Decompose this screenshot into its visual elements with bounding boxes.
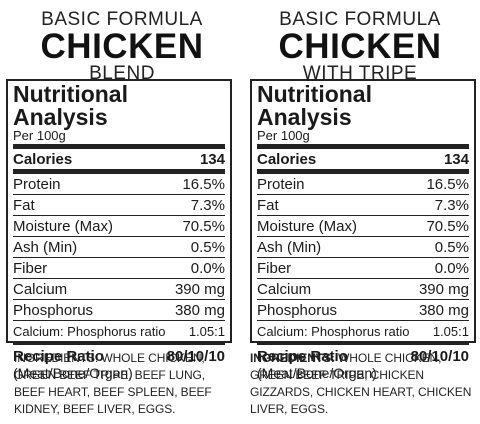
nutrient-value: 70.5% [182, 217, 225, 235]
calories-value: 134 [199, 150, 225, 168]
ingredients-label: INGREDIENTS: [14, 351, 99, 365]
nutrient-label: Calcium [257, 280, 312, 298]
nutrient-label: Calcium [13, 280, 68, 298]
nutrient-row: Moisture (Max) 70.5% [257, 216, 469, 237]
nutrient-value: 16.5% [182, 175, 225, 193]
product-subtitle: BASIC FORMULA [279, 9, 441, 30]
nutrient-row: Fiber 0.0% [13, 258, 225, 279]
recipe-ratio-row: Recipe Ratio 80/10/10 [257, 349, 469, 365]
recipe-ratio-value: 80/10/10 [166, 348, 225, 365]
calories-row: Calories 134 [257, 149, 469, 170]
nutrient-row: Ash (Min) 0.5% [13, 237, 225, 258]
divider [13, 144, 225, 149]
calories-label: Calories [13, 150, 73, 168]
product-subtitle: BASIC FORMULA [41, 9, 203, 30]
nutrient-value: 390 mg [418, 280, 469, 298]
product-card-chicken-with-tripe: BASIC FORMULA CHICKEN WITH TRIPE [244, 0, 476, 83]
ingredients-list: WHOLE CHICKEN, GREEN BEEF TRIPE, CHICKEN… [250, 351, 472, 416]
product-card-chicken-blend: BASIC FORMULA CHICKEN BLEND [6, 0, 238, 83]
nutrient-row: Moisture (Max) 70.5% [13, 216, 225, 237]
nutrient-label: Ash (Min) [257, 238, 322, 256]
nutrient-label: Protein [257, 175, 305, 193]
divider [257, 170, 469, 174]
calories-row: Calories 134 [13, 149, 225, 170]
product-variant: BLEND [89, 63, 155, 84]
nutrient-value: 0.0% [434, 259, 469, 277]
nutrient-row: Fiber 0.0% [257, 258, 469, 279]
recipe-ratio-sub: (Meat/Bone/Organ) [257, 365, 377, 381]
nutrient-label: Moisture (Max) [257, 217, 358, 235]
nutrient-value: 0.5% [434, 238, 469, 256]
nutrition-panel-title: Nutritional Analysis [13, 81, 128, 130]
ingredients-text: INGREDIENTS: WHOLE CHICKEN, GREEN BEEF T… [250, 350, 476, 418]
ca-p-ratio-value: 1.05:1 [188, 323, 225, 339]
nutrition-panel-title: Nutritional Analysis [257, 81, 372, 130]
product-header: BASIC FORMULA CHICKEN WITH TRIPE [244, 10, 476, 83]
nutrient-label: Phosphorus [257, 301, 338, 319]
nutrient-label: Fiber [257, 259, 292, 277]
nutrient-label: Ash (Min) [13, 238, 78, 256]
calories-value: 134 [443, 150, 469, 168]
nutrient-row: Fat 7.3% [257, 195, 469, 216]
product-title: CHICKEN [278, 27, 442, 66]
serving-size: Per 100g [13, 128, 66, 143]
nutrient-value: 7.3% [434, 196, 469, 214]
nutrient-value: 0.5% [190, 238, 225, 256]
nutrient-label: Phosphorus [13, 301, 94, 319]
ca-p-ratio-value: 1.05:1 [432, 323, 469, 339]
product-variant: WITH TRIPE [302, 63, 418, 84]
ca-p-ratio-row: Calcium: Phosphorus ratio 1.05:1 [13, 321, 225, 341]
nutrient-value: 16.5% [426, 175, 469, 193]
nutrient-label: Fiber [13, 259, 48, 277]
nutrient-value: 380 mg [418, 301, 469, 319]
nutrient-value: 70.5% [426, 217, 469, 235]
nutrient-value: 0.0% [190, 259, 225, 277]
nutrient-row: Calcium 390 mg [13, 279, 225, 300]
divider [257, 144, 469, 149]
divider [257, 341, 469, 345]
nutrient-value: 390 mg [174, 280, 225, 298]
recipe-ratio-sub: (Meat/Bone/Organ) [13, 365, 133, 381]
nutrient-label: Fat [13, 196, 35, 214]
ca-p-ratio-label: Calcium: Phosphorus ratio [13, 323, 166, 339]
serving-size: Per 100g [257, 128, 310, 143]
nutrient-row: Calcium 390 mg [257, 279, 469, 300]
nutrient-label: Moisture (Max) [13, 217, 114, 235]
nutrient-value: 7.3% [190, 196, 225, 214]
nutrient-label: Fat [257, 196, 279, 214]
nutrition-panel: Nutritional Analysis Per 100g Calories 1… [250, 79, 476, 381]
recipe-ratio-label: Recipe Ratio [257, 348, 348, 365]
ca-p-ratio-row: Calcium: Phosphorus ratio 1.05:1 [257, 321, 469, 341]
recipe-ratio-value: 80/10/10 [410, 348, 469, 365]
nutrition-panel: Nutritional Analysis Per 100g Calories 1… [6, 79, 232, 381]
nutrient-label: Protein [13, 175, 61, 193]
divider [13, 170, 225, 174]
ingredients-label: INGREDIENTS: [250, 351, 335, 365]
recipe-ratio-row: Recipe Ratio 80/10/10 [13, 349, 225, 365]
divider [13, 341, 225, 345]
nutrient-row: Ash (Min) 0.5% [257, 237, 469, 258]
nutrient-row: Phosphorus 380 mg [13, 300, 225, 321]
nutrient-row: Fat 7.3% [13, 195, 225, 216]
ingredients-list: WHOLE CHICKEN, GREEN BEEF TRIPE, BEEF LU… [14, 351, 212, 416]
ca-p-ratio-label: Calcium: Phosphorus ratio [257, 323, 410, 339]
product-title: CHICKEN [40, 27, 204, 66]
nutrient-value: 380 mg [174, 301, 225, 319]
calories-label: Calories [257, 150, 317, 168]
product-header: BASIC FORMULA CHICKEN BLEND [6, 10, 238, 83]
nutrient-row: Protein 16.5% [13, 174, 225, 195]
nutrient-row: Protein 16.5% [257, 174, 469, 195]
recipe-ratio-label: Recipe Ratio [13, 348, 104, 365]
ingredients-text: INGREDIENTS: WHOLE CHICKEN, GREEN BEEF T… [14, 350, 238, 418]
nutrient-row: Phosphorus 380 mg [257, 300, 469, 321]
